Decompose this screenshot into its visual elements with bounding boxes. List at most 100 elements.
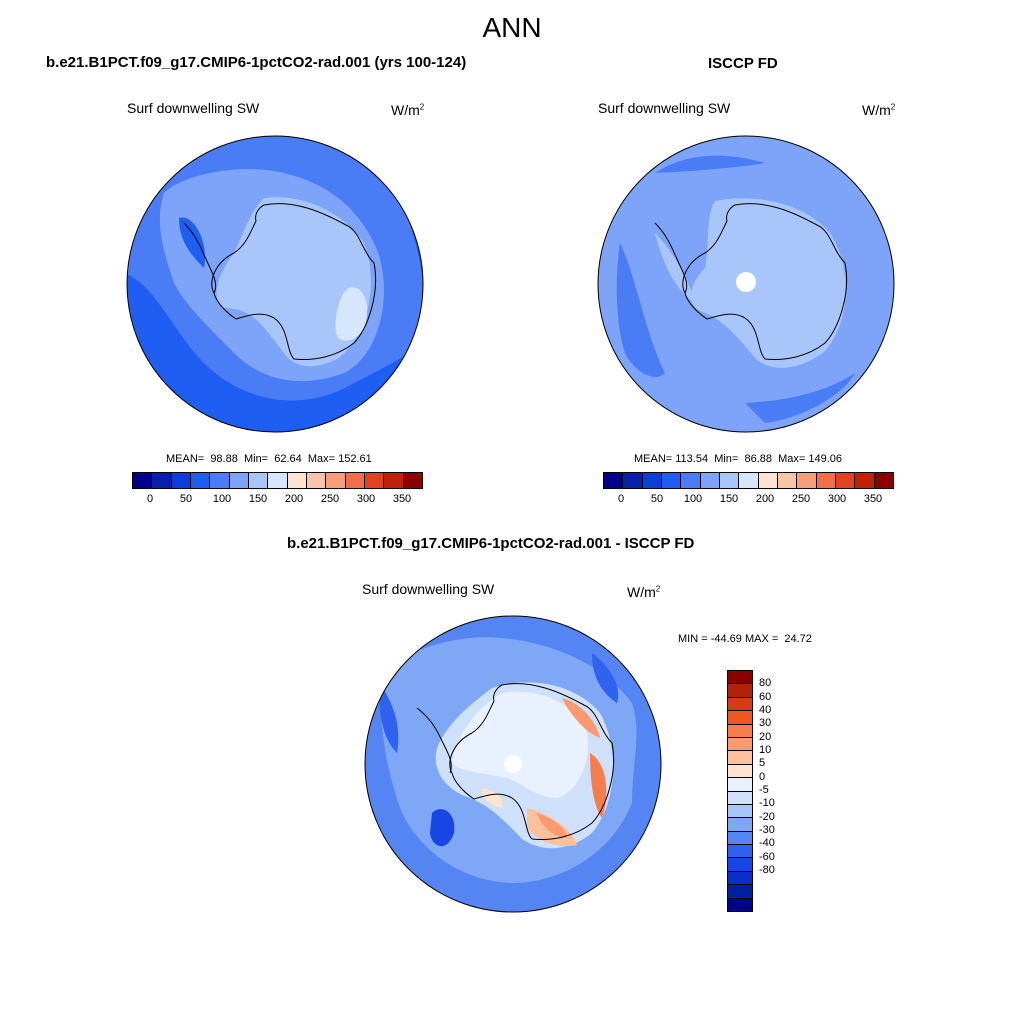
colorbar-swatch — [728, 871, 752, 886]
colorbar-swatch — [229, 473, 249, 488]
colorbar-swatch — [604, 473, 624, 488]
colorbar-tick-label: 100 — [683, 493, 703, 505]
diff-polar-map — [364, 615, 662, 913]
colorbar-swatch — [739, 473, 759, 488]
colorbar-swatch — [728, 804, 752, 819]
colorbar-tick-label: 5 — [759, 757, 766, 770]
colorbar-swatch — [268, 473, 288, 488]
colorbar-tick-label: 150 — [248, 493, 268, 505]
colorbar-swatch — [816, 473, 836, 488]
colorbar-tick-label: 200 — [284, 493, 304, 505]
diff-stats: MIN = -44.69 MAX = 24.72 — [678, 633, 812, 645]
colorbar-swatch — [623, 473, 643, 488]
model-colorbar — [132, 472, 423, 489]
colorbar-swatch — [728, 737, 752, 752]
colorbar-swatch — [728, 684, 752, 698]
diff-colorbar — [727, 670, 753, 912]
colorbar-swatch — [728, 764, 752, 779]
colorbar-tick-label: 50 — [650, 493, 664, 505]
obs-polar-map — [597, 135, 895, 433]
colorbar-tick-label: 250 — [791, 493, 811, 505]
model-units-label: W/m2 — [391, 102, 425, 118]
colorbar-swatch — [700, 473, 720, 488]
colorbar-swatch — [728, 697, 752, 712]
colorbar-tick-label: -80 — [759, 864, 775, 876]
colorbar-swatch — [171, 473, 191, 488]
colorbar-tick-label: -5 — [759, 784, 769, 796]
colorbar-swatch — [345, 473, 365, 488]
colorbar-swatch — [855, 473, 875, 488]
colorbar-swatch — [403, 473, 422, 488]
obs-colorbar — [603, 472, 894, 489]
colorbar-swatch — [874, 473, 893, 488]
colorbar-tick-label: 30 — [759, 717, 772, 730]
colorbar-swatch — [728, 778, 752, 792]
colorbar-tick-label: 20 — [759, 730, 772, 743]
colorbar-tick-label: -30 — [759, 824, 775, 836]
diff-variable-label: Surf downwelling SW — [362, 581, 495, 597]
colorbar-tick-label: 50 — [179, 493, 193, 505]
colorbar-tick-label: 300 — [356, 493, 376, 505]
colorbar-tick-label: 100 — [212, 493, 232, 505]
model-stats: MEAN= 98.88 Min= 62.64 Max= 152.61 — [166, 453, 372, 465]
colorbar-tick-label: -10 — [759, 797, 775, 810]
colorbar-tick-label: 10 — [759, 744, 772, 756]
colorbar-swatch — [661, 473, 682, 488]
figure-title: ANN — [482, 12, 542, 43]
colorbar-tick-label: 80 — [759, 677, 772, 690]
colorbar-swatch — [758, 473, 778, 488]
colorbar-tick-label: 250 — [320, 493, 340, 505]
colorbar-swatch — [835, 473, 856, 488]
colorbar-tick-label: -40 — [759, 837, 775, 850]
colorbar-swatch — [326, 473, 346, 488]
colorbar-swatch — [306, 473, 327, 488]
colorbar-swatch — [681, 473, 701, 488]
colorbar-tick-label: 40 — [759, 704, 772, 716]
diff-colorbar-ticks: 80 60 40 30 20 10 5 0 -5 -10 -20 -30 -40 -60 -80 — [759, 670, 799, 910]
colorbar-tick-label: 350 — [392, 493, 412, 505]
colorbar-swatch — [728, 885, 752, 899]
colorbar-swatch — [248, 473, 269, 488]
obs-colorbar-ticks: 0 50 100 150 200 250 300 350 — [617, 493, 882, 507]
colorbar-tick-label: 150 — [719, 493, 739, 505]
colorbar-swatch — [797, 473, 817, 488]
colorbar-tick-label: -60 — [759, 850, 775, 863]
obs-units-label: W/m2 — [862, 102, 896, 118]
colorbar-tick-label: 200 — [755, 493, 775, 505]
colorbar-swatch — [728, 711, 752, 725]
colorbar-swatch — [190, 473, 211, 488]
colorbar-swatch — [384, 473, 404, 488]
colorbar-tick-label: 0 — [759, 770, 766, 783]
colorbar-tick-label: 0 — [617, 493, 625, 505]
colorbar-swatch — [728, 724, 752, 738]
model-polar-map — [126, 135, 424, 433]
colorbar-swatch — [728, 898, 752, 912]
colorbar-swatch — [287, 473, 307, 488]
colorbar-swatch — [728, 845, 752, 859]
colorbar-swatch — [777, 473, 798, 488]
colorbar-tick-label: -20 — [759, 810, 775, 823]
colorbar-swatch — [642, 473, 662, 488]
colorbar-tick-label: 60 — [759, 690, 772, 703]
colorbar-swatch — [152, 473, 172, 488]
model-colorbar-ticks: 0 50 100 150 200 250 300 350 — [146, 493, 411, 507]
colorbar-swatch — [728, 671, 752, 685]
colorbar-tick-label: 300 — [827, 493, 847, 505]
colorbar-swatch — [719, 473, 740, 488]
obs-stats: MEAN= 113.54 Min= 86.88 Max= 149.06 — [634, 453, 843, 465]
colorbar-swatch — [133, 473, 153, 488]
colorbar-swatch — [728, 831, 752, 846]
colorbar-swatch — [728, 751, 752, 765]
colorbar-swatch — [728, 818, 752, 832]
obs-panel-title: ISCCP FD — [708, 55, 778, 72]
obs-variable-label: Surf downwelling SW — [598, 100, 731, 116]
colorbar-swatch — [728, 791, 752, 805]
colorbar-swatch — [728, 858, 752, 872]
diff-panel-title: b.e21.B1PCT.f09_g17.CMIP6-1pctCO2-rad.00… — [287, 535, 695, 552]
colorbar-tick-label: 350 — [863, 493, 883, 505]
model-panel-title: b.e21.B1PCT.f09_g17.CMIP6-1pctCO2-rad.00… — [46, 54, 467, 71]
colorbar-swatch — [210, 473, 230, 488]
model-variable-label: Surf downwelling SW — [127, 100, 260, 116]
diff-units-label: W/m2 — [627, 584, 661, 600]
colorbar-tick-label: 0 — [146, 493, 154, 505]
